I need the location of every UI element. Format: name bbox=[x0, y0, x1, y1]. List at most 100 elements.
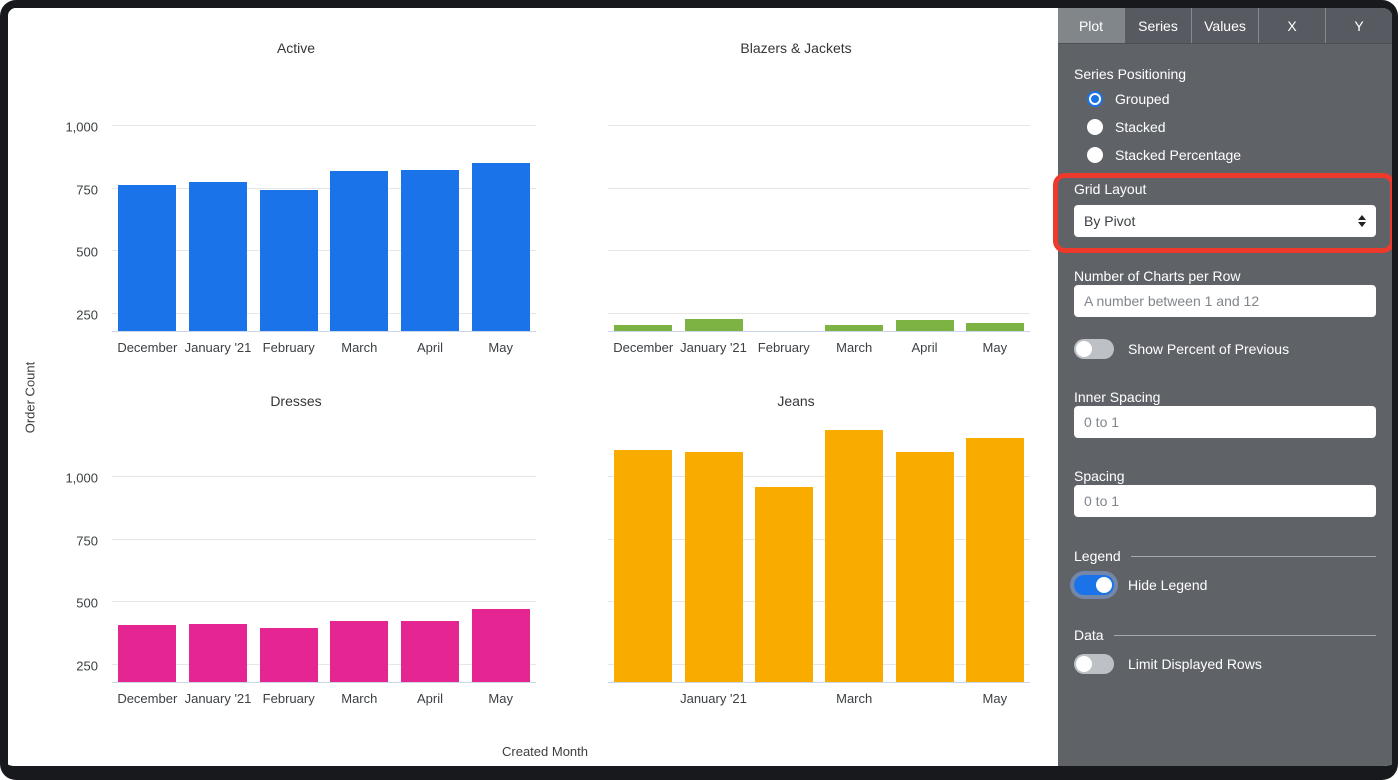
radio-row-stacked[interactable]: Stacked bbox=[1074, 117, 1376, 137]
bar-december[interactable] bbox=[614, 325, 673, 331]
bar-december[interactable] bbox=[614, 449, 673, 682]
bar-december[interactable] bbox=[118, 625, 177, 682]
series-positioning-label: Series Positioning bbox=[1074, 66, 1187, 82]
grid-layout-value: By Pivot bbox=[1084, 213, 1136, 229]
bar-march[interactable] bbox=[825, 430, 884, 682]
x-axis-tick-label: April bbox=[416, 340, 444, 355]
bar-march[interactable] bbox=[825, 325, 884, 331]
show-percent-of-previous-label: Show Percent of Previous bbox=[1128, 341, 1290, 357]
gridline bbox=[608, 312, 1030, 314]
bar-january-21[interactable] bbox=[684, 452, 743, 682]
bar-april[interactable] bbox=[401, 621, 459, 682]
bar-march[interactable] bbox=[330, 621, 389, 682]
grid-layout-select[interactable]: By Pivot bbox=[1074, 205, 1376, 237]
vis-config-sidebar: Plot Series Values X Y Series Positioning Gr… bbox=[1053, 8, 1392, 766]
tab-x[interactable]: X bbox=[1258, 8, 1325, 43]
gridline bbox=[112, 250, 536, 251]
x-axis-tick-label: March bbox=[836, 340, 873, 355]
gridline bbox=[608, 125, 1030, 126]
gridline bbox=[608, 538, 1030, 540]
gridline bbox=[608, 663, 1030, 665]
gridline bbox=[608, 250, 1030, 251]
bar-may[interactable] bbox=[965, 323, 1024, 331]
radio-row-grouped[interactable]: Grouped bbox=[1074, 89, 1376, 109]
chart-cell-dresses: Dresses 250 500 750 1,000 December January '21… bbox=[8, 368, 556, 720]
x-axis-tick-label: February bbox=[262, 691, 315, 706]
x-axis-tick-label: January '21 bbox=[680, 691, 747, 706]
y-axis-tick-label: 750 bbox=[76, 182, 98, 197]
show-percent-of-previous-toggle[interactable] bbox=[1074, 339, 1114, 359]
x-axis-tick-label: January '21 bbox=[184, 340, 252, 355]
tab-plot[interactable]: Plot bbox=[1058, 8, 1124, 43]
limit-displayed-rows-toggle[interactable] bbox=[1074, 654, 1114, 674]
gridline bbox=[608, 187, 1030, 189]
bar-january-21[interactable] bbox=[684, 319, 743, 331]
gridline bbox=[112, 476, 536, 477]
limit-displayed-rows-label: Limit Displayed Rows bbox=[1128, 656, 1262, 672]
y-axis-tick-label: 500 bbox=[76, 595, 98, 611]
y-axis-tick-label: 500 bbox=[76, 244, 98, 260]
x-axis-tick-label: March bbox=[836, 691, 873, 706]
tab-series[interactable]: Series bbox=[1124, 8, 1191, 43]
bar-december[interactable] bbox=[118, 184, 177, 331]
x-axis-tick-label: January '21 bbox=[680, 340, 747, 355]
inner-spacing-input[interactable] bbox=[1074, 406, 1376, 438]
bar-january-21[interactable] bbox=[189, 181, 247, 331]
y-axis-tick-label: 750 bbox=[76, 533, 98, 548]
gridline bbox=[112, 663, 536, 665]
grid-layout-label: Grid Layout bbox=[1074, 181, 1147, 197]
legend-section-header: Legend bbox=[1074, 548, 1376, 564]
x-axis-tick-label: March bbox=[341, 691, 378, 706]
gridline bbox=[112, 312, 536, 314]
bar-january-21[interactable] bbox=[189, 623, 247, 682]
bar-may[interactable] bbox=[471, 609, 530, 682]
bar-april[interactable] bbox=[895, 451, 954, 682]
radio-label: Stacked Percentage bbox=[1115, 147, 1242, 163]
radio-label: Stacked bbox=[1115, 119, 1166, 135]
bar-may[interactable] bbox=[471, 163, 530, 331]
x-axis-tick-label: May bbox=[982, 340, 1008, 355]
y-axis-tick-label: 250 bbox=[76, 307, 98, 322]
series-positioning-radios: Grouped Stacked Stacked Percentage bbox=[1074, 89, 1376, 173]
tab-values[interactable]: Values bbox=[1191, 8, 1258, 43]
tab-y[interactable]: Y bbox=[1325, 8, 1392, 43]
bar-march[interactable] bbox=[330, 170, 389, 331]
bar-april[interactable] bbox=[401, 169, 459, 331]
radio-icon[interactable] bbox=[1087, 147, 1103, 163]
plot-area bbox=[112, 428, 536, 683]
x-axis-tick-label: December bbox=[117, 691, 178, 706]
vis-config-tabbar: Plot Series Values X Y bbox=[1058, 8, 1392, 44]
chart-cell-active: Active 250 500 750 1,000 December January '21 F… bbox=[8, 8, 556, 368]
gridline bbox=[608, 601, 1030, 602]
charts-per-row-label: Number of Charts per Row bbox=[1074, 268, 1241, 284]
x-axis-tick-label: May bbox=[488, 691, 513, 706]
chart-grid: Order Count Created Month Active 250 500 75… bbox=[8, 8, 1058, 766]
data-section-header: Data bbox=[1074, 627, 1376, 643]
plot-area bbox=[608, 428, 1030, 683]
y-axis-tick-label: 250 bbox=[76, 658, 98, 673]
radio-icon[interactable] bbox=[1087, 119, 1103, 135]
gridline bbox=[112, 601, 536, 602]
bar-february[interactable] bbox=[259, 190, 318, 331]
radio-row-stacked-percentage[interactable]: Stacked Percentage bbox=[1074, 145, 1376, 165]
bar-february[interactable] bbox=[754, 487, 813, 682]
plot-area bbox=[608, 77, 1030, 332]
select-updown-icon bbox=[1358, 215, 1366, 227]
bar-april[interactable] bbox=[895, 319, 954, 331]
hide-legend-toggle[interactable] bbox=[1074, 575, 1114, 595]
x-axis-tick-label: February bbox=[757, 340, 810, 355]
charts-per-row-input[interactable] bbox=[1074, 285, 1376, 317]
x-axis-tick-label: December bbox=[613, 340, 674, 355]
spacing-input[interactable] bbox=[1074, 485, 1376, 517]
radio-icon[interactable] bbox=[1087, 91, 1103, 107]
gridline bbox=[112, 125, 536, 126]
bar-may[interactable] bbox=[965, 437, 1024, 682]
x-axis-tick-label: January '21 bbox=[184, 691, 252, 706]
gridline bbox=[608, 476, 1030, 477]
gridline bbox=[112, 538, 536, 540]
x-axis-tick-label: February bbox=[262, 340, 315, 355]
x-axis-tick-label: March bbox=[341, 340, 378, 355]
chart-title: Blazers & Jackets bbox=[740, 40, 852, 56]
bar-february[interactable] bbox=[259, 627, 318, 682]
